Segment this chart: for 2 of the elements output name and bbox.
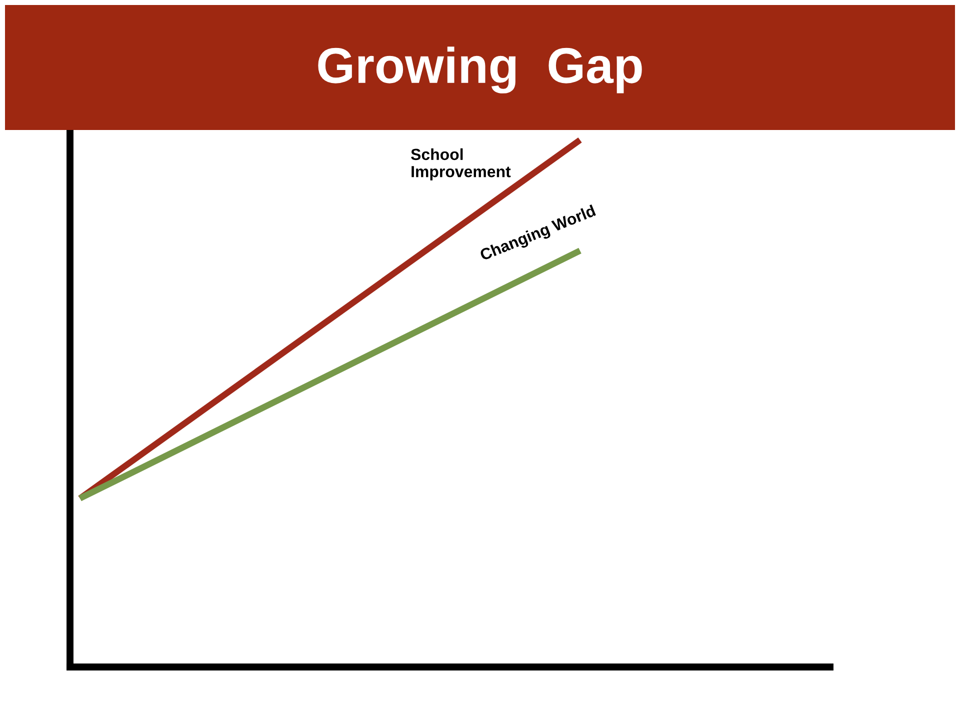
chart-title: Growing Gap — [318, 46, 642, 94]
series-label: School Improvement — [411, 148, 511, 180]
